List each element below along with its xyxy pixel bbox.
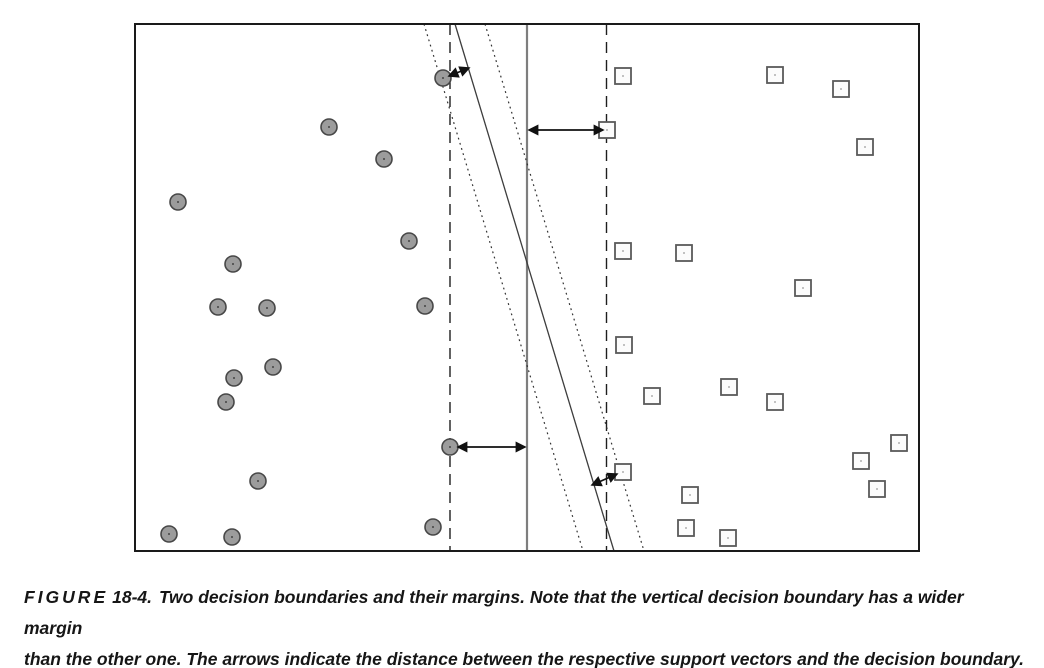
point-center-dot: [774, 401, 776, 403]
point-center-dot: [233, 377, 235, 379]
slanted-margin-left: [423, 23, 584, 552]
point-center-dot: [217, 306, 219, 308]
point-center-dot: [840, 88, 842, 90]
point-center-dot: [864, 146, 866, 148]
caption-text-1: Two decision boundaries and their margin…: [24, 587, 964, 638]
point-center-dot: [623, 344, 625, 346]
point-center-dot: [272, 366, 274, 368]
point-center-dot: [257, 480, 259, 482]
slanted-decision-boundary: [454, 23, 615, 552]
point-center-dot: [328, 126, 330, 128]
point-center-dot: [683, 252, 685, 254]
distance-arrow: [590, 472, 619, 487]
point-center-dot: [606, 129, 608, 131]
point-center-dot: [408, 240, 410, 242]
point-center-dot: [728, 386, 730, 388]
point-center-dot: [232, 263, 234, 265]
figure-label-number: 18-4.: [112, 587, 153, 607]
point-center-dot: [225, 401, 227, 403]
point-center-dot: [802, 287, 804, 289]
point-center-dot: [898, 442, 900, 444]
point-center-dot: [449, 446, 451, 448]
point-center-dot: [651, 395, 653, 397]
figure-label-word: FIGURE: [24, 587, 109, 607]
point-center-dot: [424, 305, 426, 307]
point-center-dot: [622, 75, 624, 77]
point-center-dot: [727, 537, 729, 539]
point-center-dot: [622, 471, 624, 473]
point-center-dot: [231, 536, 233, 538]
point-center-dot: [774, 74, 776, 76]
caption-line-1: FIGURE 18-4. Two decision boundaries and t…: [24, 582, 1026, 644]
caption-line-2: than the other one. The arrows indicate …: [24, 644, 1026, 668]
point-center-dot: [266, 307, 268, 309]
figure-caption: FIGURE 18-4. Two decision boundaries and t…: [24, 582, 1026, 668]
point-center-dot: [168, 533, 170, 535]
plot-border: [134, 23, 920, 552]
point-center-dot: [876, 488, 878, 490]
point-center-dot: [622, 250, 624, 252]
point-center-dot: [432, 526, 434, 528]
point-center-dot: [442, 77, 444, 79]
point-center-dot: [685, 527, 687, 529]
point-center-dot: [383, 158, 385, 160]
caption-text-2: than the other one. The arrows indicate …: [24, 649, 1024, 668]
distance-arrow: [447, 66, 471, 78]
point-center-dot: [177, 201, 179, 203]
point-center-dot: [689, 494, 691, 496]
point-center-dot: [860, 460, 862, 462]
